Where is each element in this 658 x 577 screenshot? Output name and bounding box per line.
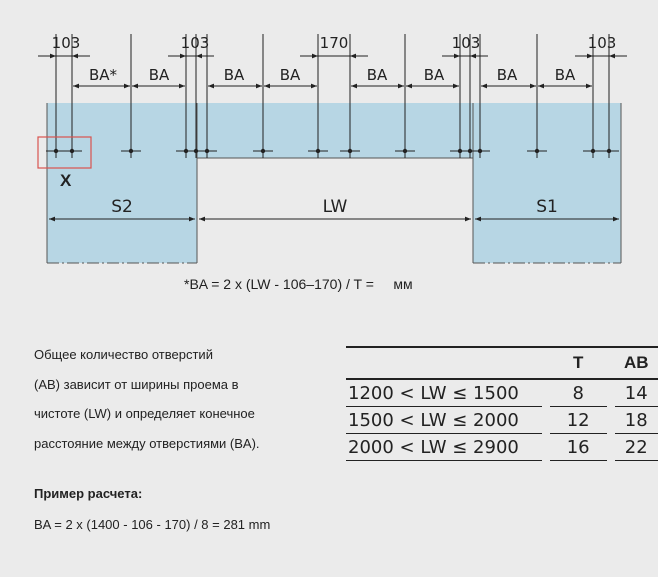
description: Общее количество отверстий (AB) зависит … xyxy=(34,340,334,458)
table-gap xyxy=(542,407,550,434)
table-row: 2000 < LW ≤ 2900 16 22 xyxy=(346,433,658,461)
ba-label-3: BA xyxy=(224,66,245,84)
hole-dot xyxy=(193,148,199,154)
table-cell-t: 12 xyxy=(549,406,607,434)
marker-label-x: X xyxy=(60,171,72,190)
ba-label-1: BA* xyxy=(89,66,118,84)
ba-label-8: BA xyxy=(555,66,576,84)
dim-103-b: 103 xyxy=(181,34,210,52)
ba-label-4: BA xyxy=(280,66,301,84)
example-title: Пример расчета: xyxy=(34,486,143,501)
table-header-ab: AB xyxy=(614,346,658,380)
description-line: чистоте (LW) и определяет конечное xyxy=(34,406,255,421)
hole-dot xyxy=(606,148,612,154)
ba-label-5: BA xyxy=(367,66,388,84)
ba-label-6: BA xyxy=(424,66,445,84)
hole-dot xyxy=(204,148,210,154)
example-formula: BA = 2 x (1400 - 106 - 170) / 8 = 281 mm xyxy=(34,517,271,532)
table-cell-range: 2000 < LW ≤ 2900 xyxy=(346,433,542,461)
table-cell-range: 1500 < LW ≤ 2000 xyxy=(346,406,542,434)
table-header-t: T xyxy=(549,346,607,380)
span-s1-label: S1 xyxy=(536,197,558,217)
table-cell-t: 8 xyxy=(549,379,607,407)
hole-dot xyxy=(534,148,540,154)
table-gap xyxy=(607,407,615,434)
dim-103-d: 103 xyxy=(588,34,617,52)
dim-103-a: 103 xyxy=(52,34,81,52)
hole-dot xyxy=(315,148,321,154)
span-lw-label: LW xyxy=(323,197,348,217)
table-gap xyxy=(607,379,615,407)
panel-lw xyxy=(197,103,473,158)
table-cell-ab: 14 xyxy=(614,379,658,407)
description-line: (AB) зависит от ширины проема в xyxy=(34,376,239,392)
table-gap xyxy=(542,434,550,461)
hole-dot xyxy=(590,148,596,154)
table-row: 1200 < LW ≤ 1500 8 14 xyxy=(346,379,658,407)
table-header-range xyxy=(346,346,542,380)
table-gap xyxy=(542,379,550,407)
hole-layout-diagram: 103 103 170 103 103 BA* BA BA BA BA BA B… xyxy=(37,34,627,264)
hole-dot xyxy=(347,148,353,154)
ba-label-2: BA xyxy=(149,66,170,84)
hole-dot xyxy=(69,148,75,154)
table-cell-t: 16 xyxy=(549,433,607,461)
table-cell-range: 1200 < LW ≤ 1500 xyxy=(346,379,542,407)
ba-formula-unit: мм xyxy=(393,276,413,292)
table-cell-ab: 22 xyxy=(614,433,658,461)
ba-label-7: BA xyxy=(497,66,518,84)
table-gap xyxy=(541,346,550,380)
span-s2-label: S2 xyxy=(111,197,133,217)
table-gap xyxy=(607,434,615,461)
table-header-row: T AB xyxy=(346,346,658,380)
ba-formula-text: *BA = 2 x (LW - 106–170) / T = xyxy=(184,276,374,292)
table-gap xyxy=(606,346,615,380)
dim-103-c: 103 xyxy=(452,34,481,52)
description-line: расстояние между отверстиями (BA). xyxy=(34,435,260,451)
spec-table: T AB 1200 < LW ≤ 1500 8 14 1500 < LW ≤ 2… xyxy=(346,346,658,461)
hole-dot xyxy=(477,148,483,154)
hole-dot xyxy=(260,148,266,154)
highlight-box xyxy=(37,136,92,169)
hole-dot xyxy=(128,148,134,154)
hole-dot xyxy=(53,148,59,154)
table-cell-ab: 18 xyxy=(614,406,658,434)
panel-s1 xyxy=(473,103,621,263)
dim-170: 170 xyxy=(320,34,349,52)
description-line: Общее количество отверстий xyxy=(34,347,213,362)
ba-formula: *BA = 2 x (LW - 106–170) / T = мм xyxy=(184,276,413,292)
table-row: 1500 < LW ≤ 2000 12 18 xyxy=(346,406,658,434)
hole-dot xyxy=(402,148,408,154)
